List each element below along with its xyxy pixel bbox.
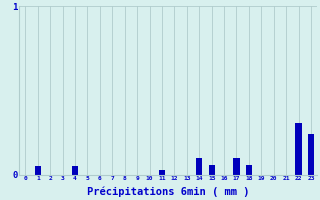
- Bar: [295, 123, 302, 175]
- Bar: [159, 170, 165, 175]
- X-axis label: Précipitations 6min ( mm ): Précipitations 6min ( mm ): [87, 187, 249, 197]
- Bar: [209, 165, 215, 175]
- Bar: [246, 165, 252, 175]
- Bar: [72, 166, 78, 175]
- Bar: [35, 166, 41, 175]
- Bar: [196, 158, 202, 175]
- Bar: [308, 134, 314, 175]
- Bar: [233, 158, 240, 175]
